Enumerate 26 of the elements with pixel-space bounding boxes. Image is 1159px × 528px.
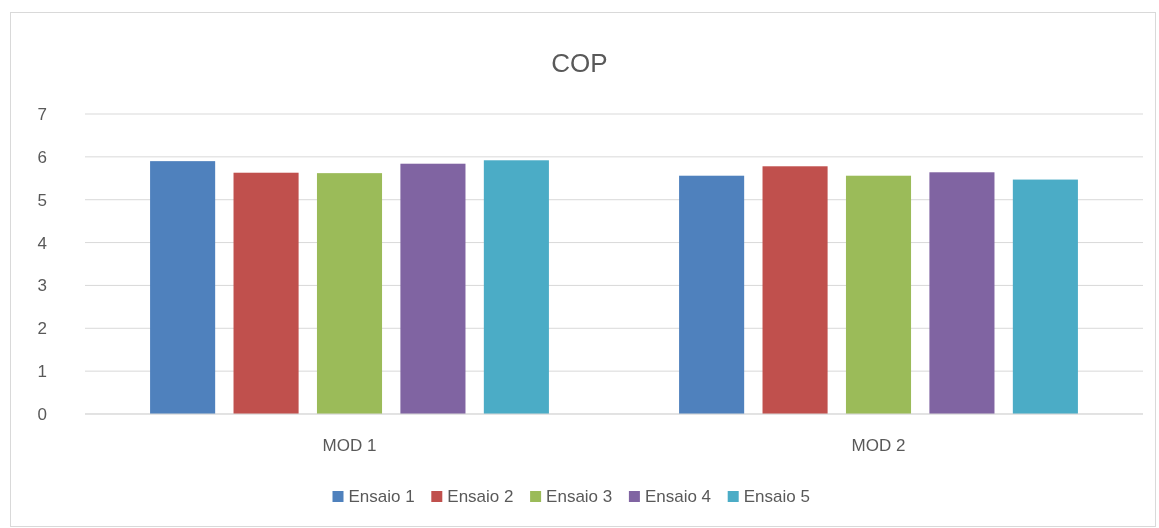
bar xyxy=(1012,179,1078,414)
bar xyxy=(679,175,745,414)
bar xyxy=(483,160,549,414)
legend-label: Ensaio 5 xyxy=(743,487,810,506)
bar xyxy=(150,161,216,414)
bar xyxy=(316,173,383,414)
y-tick-label: 0 xyxy=(37,405,47,424)
y-tick-label: 6 xyxy=(37,147,47,167)
y-tick-label: 2 xyxy=(37,319,47,339)
legend-label: Ensaio 3 xyxy=(546,487,613,506)
legend-label: Ensaio 4 xyxy=(644,487,712,506)
bar xyxy=(929,172,995,414)
y-tick-label: 3 xyxy=(37,276,47,296)
chart-title: COP xyxy=(551,48,608,78)
bar xyxy=(400,163,466,414)
bar xyxy=(845,175,912,414)
legend-label: Ensaio 1 xyxy=(348,487,415,506)
y-tick-label: 7 xyxy=(37,105,47,124)
x-tick-label: MOD 1 xyxy=(322,436,377,455)
y-tick-label: 1 xyxy=(37,362,47,382)
bar xyxy=(762,166,828,414)
x-tick-label: MOD 2 xyxy=(851,436,906,455)
bar xyxy=(233,172,299,414)
y-tick-label: 5 xyxy=(37,190,47,210)
legend-label: Ensaio 2 xyxy=(447,487,514,506)
y-tick-label: 4 xyxy=(37,233,47,253)
